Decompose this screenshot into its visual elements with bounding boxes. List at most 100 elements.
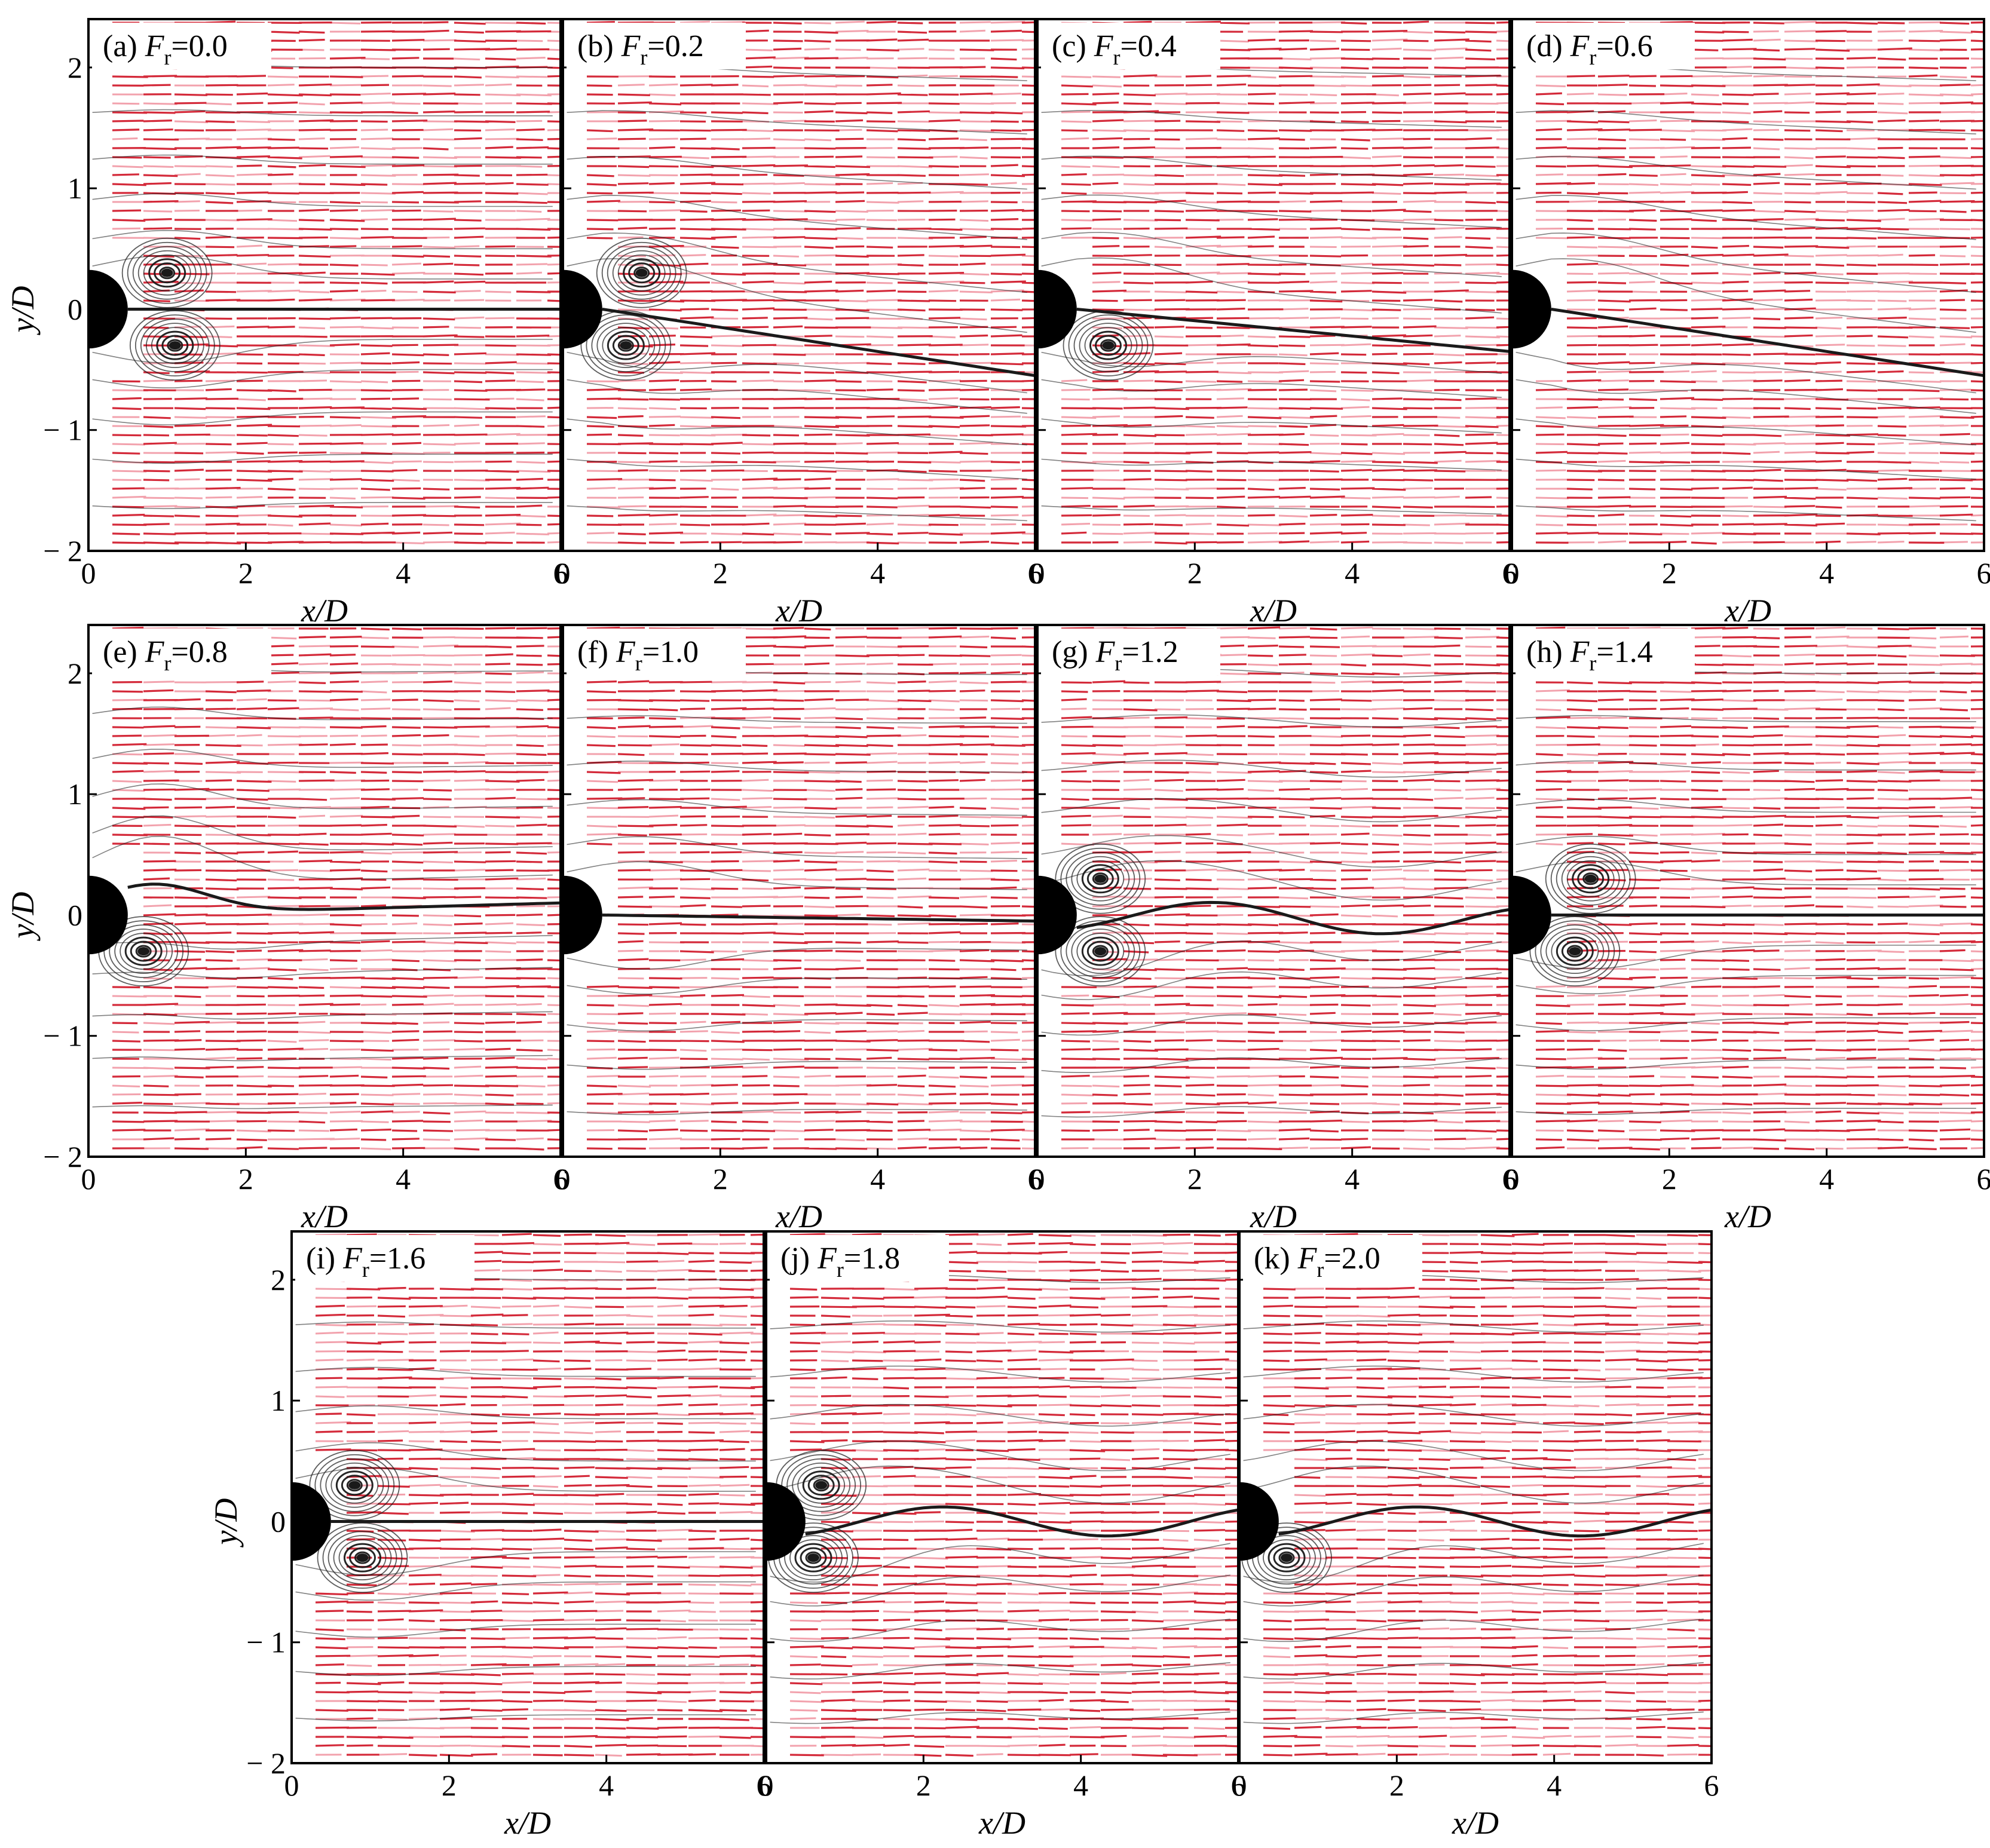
x-tick-label: 0 bbox=[81, 1162, 96, 1196]
x-axis-title: x/D bbox=[775, 1199, 822, 1234]
froude-value: =0.2 bbox=[647, 29, 703, 63]
x-tick-label: 6 bbox=[553, 1162, 568, 1196]
x-tick-label: 0 bbox=[1505, 556, 1520, 590]
froude-symbol: F bbox=[342, 1242, 363, 1276]
cylinder bbox=[563, 875, 602, 955]
svg-text:(j) Fr=1.8: (j) Fr=1.8 bbox=[780, 1242, 900, 1282]
vortex-lower bbox=[1055, 916, 1146, 987]
x-axis: 0 2 4 6 x/D bbox=[759, 1755, 1246, 1841]
froude-value: =1.4 bbox=[1596, 635, 1652, 669]
froude-symbol: F bbox=[145, 29, 165, 63]
panel-b: 0 2 4 6 x/D (b) Fr=0.2 bbox=[556, 18, 1043, 629]
panel-label: (j) Fr=1.8 bbox=[770, 1235, 949, 1282]
froude-value: =1.0 bbox=[642, 635, 699, 669]
y-axis-title: y/D bbox=[208, 1498, 244, 1547]
panel-tag: (d) bbox=[1526, 29, 1570, 63]
cylinder bbox=[563, 269, 602, 349]
panel-g: 0 2 4 6 x/D (g) Fr=1.2 bbox=[1030, 624, 1517, 1234]
froude-value: =2.0 bbox=[1324, 1242, 1380, 1276]
x-tick-label: 0 bbox=[284, 1769, 299, 1802]
panel-label: (h) Fr=1.4 bbox=[1516, 629, 1695, 675]
panel-h: 0 2 4 6 x/D (h) Fr=1.4 bbox=[1505, 624, 1990, 1234]
panel-tag: (b) bbox=[577, 29, 622, 63]
x-axis-title: x/D bbox=[1250, 1199, 1297, 1234]
panel-tag: (e) bbox=[103, 635, 145, 669]
vortex-upper bbox=[309, 1449, 400, 1521]
vortex-upper bbox=[596, 237, 687, 308]
froude-subscript: r bbox=[1115, 651, 1122, 675]
x-axis-title: x/D bbox=[301, 1199, 348, 1234]
vortex-lower bbox=[317, 1522, 408, 1593]
cylinder bbox=[1512, 875, 1551, 955]
wake-centerline bbox=[1551, 308, 1984, 378]
panel-b-field bbox=[563, 19, 1035, 551]
x-tick-label: 2 bbox=[442, 1769, 457, 1802]
x-axis: 0 2 4 6 x/D bbox=[1232, 1755, 1719, 1841]
y-axis-title: y/D bbox=[5, 891, 41, 941]
streamlines bbox=[1516, 669, 1984, 1115]
svg-text:(b) Fr=0.2: (b) Fr=0.2 bbox=[577, 29, 704, 69]
froude-value: =1.8 bbox=[844, 1242, 900, 1276]
x-tick-label: 6 bbox=[1231, 1769, 1246, 1802]
y-tick-label: 0 bbox=[68, 898, 82, 931]
x-tick-label: 6 bbox=[1028, 1162, 1043, 1196]
cylinder bbox=[292, 1482, 331, 1561]
froude-subscript: r bbox=[1589, 651, 1596, 675]
x-tick-label: 4 bbox=[870, 556, 885, 590]
panel-tag: (a) bbox=[103, 29, 145, 63]
froude-subscript: r bbox=[1317, 1258, 1324, 1282]
wake-centerline bbox=[127, 882, 561, 911]
svg-text:(g) Fr=1.2: (g) Fr=1.2 bbox=[1052, 635, 1178, 675]
froude-subscript: r bbox=[640, 45, 647, 69]
panel-frame bbox=[1511, 624, 1985, 1158]
cylinder bbox=[1239, 1482, 1279, 1561]
panel-frame bbox=[562, 18, 1036, 552]
x-tick-label: 2 bbox=[713, 556, 728, 590]
panel-tag: (k) bbox=[1254, 1242, 1298, 1276]
panel-tag: (j) bbox=[780, 1242, 818, 1276]
y-tick-label: 0 bbox=[68, 292, 82, 326]
x-tick-label: 4 bbox=[1073, 1769, 1088, 1802]
wake-centerline bbox=[602, 308, 1035, 378]
x-tick-label: 0 bbox=[759, 1769, 774, 1802]
cylinder bbox=[1037, 269, 1077, 349]
x-tick-label: 2 bbox=[238, 556, 253, 590]
panel-j: 0 2 4 6 x/D (j) Fr=1.8 bbox=[759, 1230, 1246, 1841]
vortex-upper bbox=[1055, 843, 1146, 914]
y-tick-label: 2 bbox=[271, 1263, 286, 1297]
x-tick-label: 2 bbox=[1662, 1162, 1677, 1196]
vortex-upper bbox=[121, 237, 213, 308]
wake-centerline bbox=[602, 914, 1035, 923]
cylinder bbox=[1512, 269, 1551, 349]
panel-tag: (f) bbox=[577, 635, 616, 669]
x-tick-label: 6 bbox=[1028, 556, 1043, 590]
vortex-lower bbox=[580, 310, 672, 381]
panel-k-field bbox=[1239, 1231, 1712, 1763]
panel-a: 0 2 4 6 x/D 2 1 0 − 1 − 2 y/D (a) Fr=0.0 bbox=[5, 18, 568, 629]
panel-frame bbox=[87, 18, 562, 552]
wake-centerline bbox=[1076, 900, 1510, 936]
froude-subscript: r bbox=[164, 45, 171, 69]
froude-value: =0.8 bbox=[171, 635, 227, 669]
y-axis-title: y/D bbox=[5, 286, 41, 335]
x-tick-label: 6 bbox=[553, 556, 568, 590]
cylinder bbox=[1037, 875, 1077, 955]
x-axis-title: x/D bbox=[1724, 1199, 1771, 1234]
streamlines bbox=[1041, 668, 1510, 1118]
y-axis: 2 1 0 − 1 − 2 y/D bbox=[208, 1263, 300, 1780]
panel-label: (k) Fr=2.0 bbox=[1243, 1235, 1422, 1282]
y-tick-label: 0 bbox=[271, 1504, 286, 1538]
panel-k: 0 2 4 6 x/D (k) Fr=2.0 bbox=[1232, 1230, 1719, 1841]
panel-frame bbox=[562, 624, 1036, 1158]
x-tick-label: 4 bbox=[1345, 556, 1360, 590]
panel-j-field bbox=[766, 1231, 1238, 1763]
panel-h-field bbox=[1512, 625, 1984, 1157]
froude-symbol: F bbox=[817, 1242, 837, 1276]
x-tick-label: 2 bbox=[1389, 1769, 1404, 1802]
panel-tag: (h) bbox=[1526, 635, 1570, 669]
y-axis bbox=[766, 1279, 774, 1764]
x-tick-label: 6 bbox=[1977, 556, 1990, 590]
panel-label: (f) Fr=1.0 bbox=[567, 629, 746, 675]
panel-label: (b) Fr=0.2 bbox=[567, 23, 746, 69]
